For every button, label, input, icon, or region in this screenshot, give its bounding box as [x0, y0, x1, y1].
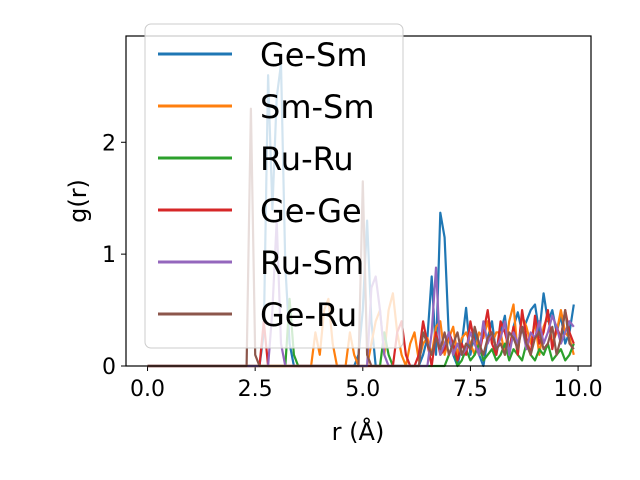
legend-label-ru-sm: Ru-Sm — [260, 244, 364, 282]
x-tick-label: 7.5 — [453, 377, 488, 402]
y-axis-label: g(r) — [64, 179, 92, 223]
x-tick-label: 2.5 — [238, 377, 273, 402]
legend-label-ge-ru: Ge-Ru — [260, 296, 357, 334]
y-tick-label: 2 — [102, 131, 116, 156]
legend: Ge-Sm Sm-Sm Ru-Ru Ge-Ge Ru-Sm Ge-Ru — [144, 23, 404, 349]
y-tick-label: 0 — [102, 355, 116, 380]
x-tick-label: 10.0 — [554, 377, 603, 402]
legend-label-sm-sm: Sm-Sm — [260, 88, 375, 126]
legend-label-ru-ru: Ru-Ru — [260, 140, 354, 178]
x-tick-label: 5.0 — [345, 377, 380, 402]
legend-label-ge-ge: Ge-Ge — [260, 192, 362, 230]
x-axis-label: r (Å) — [332, 417, 385, 446]
y-axis-ticks: 0 1 2 — [102, 131, 126, 380]
legend-label-ge-sm: Ge-Sm — [260, 36, 368, 74]
x-axis-ticks: 0.0 2.5 5.0 7.5 10.0 — [130, 366, 603, 402]
x-tick-label: 0.0 — [130, 377, 165, 402]
y-tick-label: 1 — [102, 243, 116, 268]
